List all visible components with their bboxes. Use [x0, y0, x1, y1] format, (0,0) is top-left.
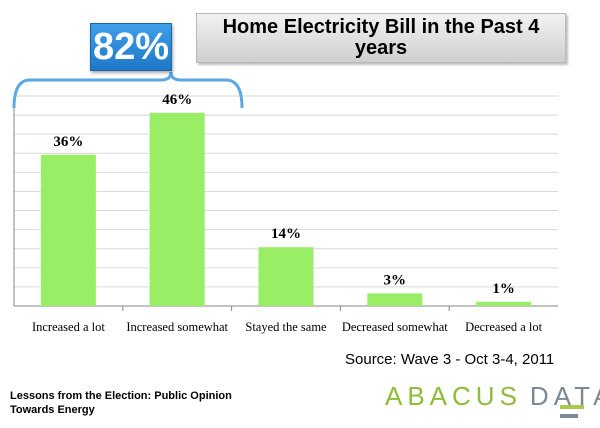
source-note: Source: Wave 3 - Oct 3-4, 2011	[345, 351, 555, 368]
x-tick-label: Increased a lot	[32, 320, 105, 334]
footer-note: Lessons from the Election: Public Opinio…	[10, 390, 232, 416]
x-tick-label: Decreased somewhat	[342, 320, 448, 334]
x-tick-label: Stayed the same	[245, 320, 327, 334]
bar	[367, 293, 423, 306]
x-tick-label: Increased somewhat	[126, 320, 228, 334]
logo-word-abacus: ABACUS	[385, 381, 522, 411]
data-label: 1%	[492, 281, 515, 297]
bar	[149, 112, 205, 306]
logo-accent-bar	[560, 414, 578, 418]
bar	[40, 154, 96, 306]
data-label: 36%	[53, 134, 83, 150]
bar	[258, 247, 314, 306]
grouping-brace	[12, 71, 244, 109]
data-label: 3%	[384, 272, 407, 288]
abacus-data-logo: ABACUS DATA	[385, 382, 600, 410]
logo-accent-bar	[560, 405, 584, 409]
data-label: 46%	[162, 92, 192, 108]
x-tick-label: Decreased a lot	[465, 320, 543, 334]
combined-percent-callout: 82%	[90, 23, 172, 71]
bar	[476, 301, 532, 306]
chart-title: Home Electricity Bill in the Past 4 year…	[196, 13, 566, 63]
data-label: 14%	[271, 226, 301, 242]
